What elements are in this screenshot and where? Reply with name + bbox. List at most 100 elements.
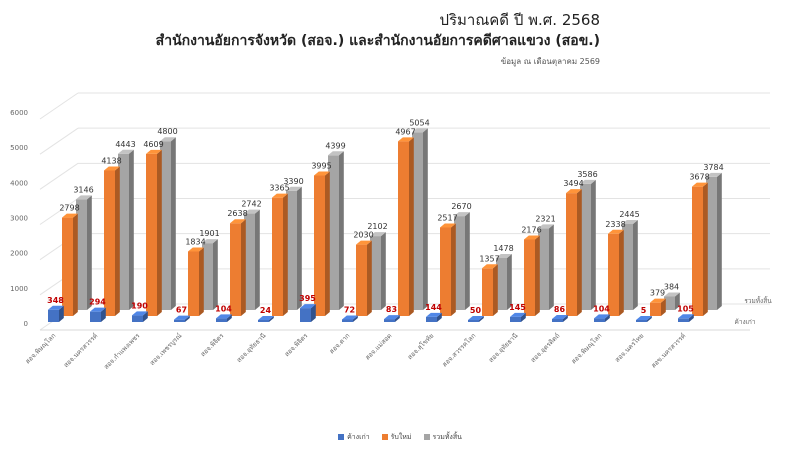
bar-top [636, 316, 652, 320]
data-label: 1901 [199, 229, 219, 238]
data-label: 384 [664, 282, 679, 291]
bar-side [633, 220, 638, 310]
bar-side [241, 219, 246, 316]
data-label: 190 [131, 301, 148, 310]
bar-top [146, 149, 162, 154]
bar [636, 320, 647, 322]
bar-side [157, 149, 162, 316]
data-label: 1834 [185, 238, 205, 247]
y-tick-label: 6000 [10, 109, 28, 117]
bar-top [356, 240, 372, 245]
bar-top [454, 212, 470, 217]
x-tick-label: สอจ.อุทัยธานี [487, 331, 520, 364]
grid-line-diagonal [39, 162, 79, 190]
bar [622, 224, 633, 310]
bar-top [370, 232, 386, 237]
bar-side [339, 151, 344, 310]
data-label: 1478 [493, 244, 513, 253]
bar-top [384, 315, 400, 320]
bar-top [202, 239, 218, 244]
bar [468, 320, 479, 322]
bar [692, 186, 703, 316]
bar-side [143, 311, 148, 322]
chart-title: ปริมาณคดี ปี พ.ศ. 2568 [439, 11, 600, 29]
x-tick-label: สอจ.พิษณุโลก [24, 332, 58, 366]
data-label: 4138 [101, 156, 121, 165]
bar-side [129, 149, 134, 310]
bar-top [62, 213, 78, 218]
bar-side [353, 315, 358, 322]
bar [342, 319, 353, 322]
x-tick-label: สอจ.พิจิตร [283, 331, 310, 358]
data-label: 104 [215, 304, 232, 313]
data-label: 5054 [409, 118, 429, 127]
bar-top [650, 298, 666, 303]
y-tick-label: 2000 [10, 250, 28, 258]
bar-side [73, 213, 78, 316]
bar-top [160, 137, 176, 142]
data-label: 83 [386, 305, 397, 314]
bar-top [258, 316, 274, 320]
bar-top [90, 307, 106, 312]
bar-top [412, 128, 428, 133]
series-0: 348 294 190 67 104 24 395 72 83 144 50 145 86 104 5 105 [47, 294, 694, 322]
bar [104, 170, 115, 316]
bar-side [549, 224, 554, 310]
data-label: 4399 [325, 141, 345, 150]
data-label: 2338 [605, 220, 625, 229]
bar-top [118, 149, 134, 154]
bar-top [188, 247, 204, 252]
x-tick-label: สอข.นครสวรรค์ [649, 332, 687, 370]
data-label: 86 [554, 305, 566, 314]
data-label: 3678 [689, 173, 709, 182]
bar [398, 141, 409, 316]
data-label: 3494 [563, 179, 583, 188]
data-label: 145 [509, 303, 526, 312]
bar-side [115, 166, 120, 316]
bar-top [132, 311, 148, 316]
data-label: 2176 [521, 225, 541, 234]
bar-top [398, 137, 414, 142]
bar-side [717, 172, 722, 310]
data-label: 4609 [143, 140, 163, 149]
bar [608, 233, 619, 316]
bar-side [577, 189, 582, 316]
bar [426, 316, 437, 322]
bar-side [269, 316, 274, 322]
bar-top [608, 229, 624, 234]
bar-top [216, 314, 232, 319]
bar [412, 132, 423, 310]
data-label: 2102 [367, 222, 387, 231]
bar [328, 155, 339, 310]
bar-side [213, 239, 218, 310]
x-tick-label: สอจ.สวรรคโลก [441, 332, 478, 369]
bar [244, 213, 255, 310]
bar-top [300, 304, 316, 309]
bar-top [692, 182, 708, 187]
bar-top [174, 315, 190, 320]
bar-side [171, 137, 176, 310]
data-label: 1357 [479, 254, 499, 263]
y-tick-label: 3000 [10, 215, 28, 223]
bar-top [706, 172, 722, 177]
bar-side [185, 315, 190, 322]
bar-side [591, 179, 596, 310]
bar-top [482, 264, 498, 269]
grid-line-diagonal [39, 127, 79, 155]
bar-top [496, 254, 512, 259]
bar-top [580, 179, 596, 184]
legend-label: รับใหม่ [390, 433, 412, 441]
bar [496, 258, 507, 310]
bar-side [619, 229, 624, 316]
data-label: 67 [176, 306, 187, 315]
bar [524, 239, 535, 316]
bar-side [521, 312, 526, 322]
data-label: 144 [425, 303, 442, 312]
data-label: 379 [650, 289, 665, 298]
data-label: 395 [299, 294, 316, 303]
grid-line-diagonal [39, 198, 79, 225]
bar [132, 315, 143, 322]
bar-top [272, 193, 288, 198]
bar [146, 153, 157, 316]
chart-subtitle: สำนักงานอัยการจังหวัด (สอจ.) และสำนักงาน… [155, 33, 600, 49]
